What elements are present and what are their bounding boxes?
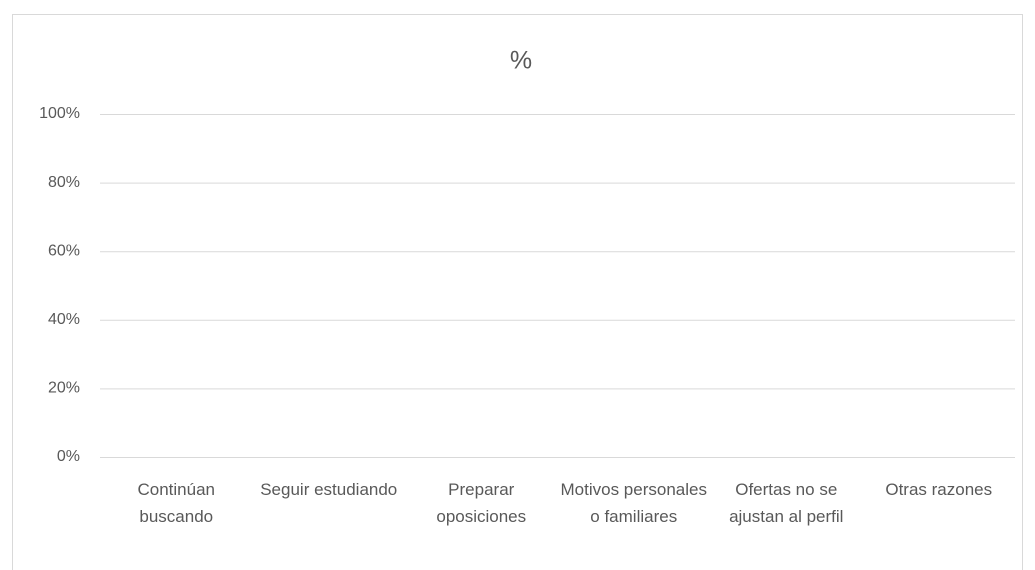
y-tick-label: 40% (48, 311, 80, 328)
x-tick-label: Ofertas no se ajustan al perfil (729, 480, 844, 526)
y-tick-label: 0% (57, 448, 80, 465)
x-tick-label: Seguir estudiando (260, 480, 398, 499)
y-tick-label: 60% (48, 242, 80, 259)
x-tick-label: Motivos personales o familiares (560, 480, 707, 526)
y-tick-label: 80% (48, 174, 80, 191)
y-tick-label: 100% (39, 105, 80, 122)
x-tick-label: Preparar oposiciones (436, 480, 527, 526)
x-tick-label: Continúan buscando (137, 480, 215, 526)
y-tick-label: 20% (48, 380, 80, 397)
chart-title: % (510, 47, 532, 75)
x-tick-label: Otras razones (885, 480, 993, 499)
